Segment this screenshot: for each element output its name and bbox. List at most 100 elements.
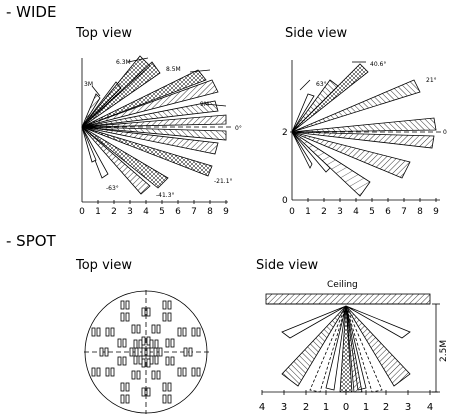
wide-top-beam — [81, 100, 219, 128]
wide-top-dimension — [91, 85, 101, 97]
tick-label: 7 — [191, 207, 197, 217]
wide-side-annotation-0: 0 — [443, 129, 447, 136]
spot-zone — [162, 312, 172, 322]
tick-label: 5 — [159, 207, 165, 217]
wide-side-dimension — [299, 79, 311, 91]
spot-zone — [141, 347, 151, 357]
tick-label: 0 — [289, 207, 295, 217]
y-tick-label: 2 — [282, 128, 288, 138]
spot-zone — [131, 370, 141, 380]
wide-top-annotation-9m: 9M — [200, 101, 209, 108]
tick-label: 9 — [433, 207, 439, 217]
wide-side-beam — [291, 131, 435, 149]
tick-label: 4 — [427, 402, 433, 413]
y-tick-label: 0 — [282, 196, 288, 206]
spot-top-view-label: Top view — [76, 258, 133, 273]
spot-zone — [162, 300, 172, 310]
wide-top-beam — [81, 126, 219, 155]
tick-label: 8 — [207, 207, 213, 217]
wide-top-beam — [81, 114, 227, 128]
wide-top-annotation-neg21: -21.1° — [214, 178, 233, 185]
tick-label: 8 — [417, 207, 423, 217]
wide-top-beam — [81, 126, 97, 163]
wide-side-beam — [291, 93, 315, 133]
spot-side-beam — [325, 305, 347, 391]
wide-top-beam — [81, 79, 219, 128]
spot-zone — [120, 312, 130, 322]
tick-label: 0 — [79, 207, 85, 217]
tick-label: 2 — [111, 207, 117, 217]
spot-zone — [151, 370, 161, 380]
wide-top-annotation-0deg: 0° — [235, 125, 242, 132]
spot-zone — [131, 324, 141, 334]
wide-side-annotations: 40.6° 63° 21° 0 — [316, 61, 447, 136]
wide-top-annotation-8-5m: 8.5M — [166, 66, 181, 73]
spot-zone — [183, 347, 193, 357]
spot-side-x-ticks: 4 3 2 1 0 1 2 3 4 — [259, 402, 433, 413]
spot-zone — [162, 394, 172, 404]
tick-label: 0 — [343, 402, 349, 413]
spot-zone — [177, 327, 187, 337]
tick-label: 6 — [385, 207, 391, 217]
wide-top-beam — [81, 126, 151, 195]
wide-top-annotation-neg41: -41.3° — [156, 192, 175, 199]
wide-side-annotation-63: 63° — [316, 81, 327, 88]
tick-label: 1 — [363, 402, 369, 413]
spot-side-beam — [281, 305, 347, 387]
tick-label: 4 — [353, 207, 359, 217]
spot-top-view — [84, 290, 210, 414]
tick-label: 2 — [383, 402, 389, 413]
wide-top-dimension — [204, 103, 227, 107]
tick-label: 1 — [323, 402, 329, 413]
tick-label: 2 — [303, 402, 309, 413]
wide-top-dimension — [189, 69, 211, 73]
tick-label: 5 — [369, 207, 375, 217]
tick-label: 3 — [127, 207, 133, 217]
spot-zone — [133, 355, 143, 365]
wide-side-x-ticks: 0 1 2 3 4 5 6 7 8 9 — [289, 207, 439, 217]
spot-side-tick-marks — [261, 390, 431, 395]
spot-zone — [149, 355, 159, 365]
wide-top-beam — [81, 93, 101, 128]
spot-side-beam — [345, 305, 411, 387]
wide-top-annotations: 3M 6.3M 8.5M 9M 0° -63° -41.3° -21.1° — [84, 59, 242, 199]
wide-side-beam — [291, 131, 331, 173]
spot-zone — [99, 347, 109, 357]
wide-side-annotation-21: 21° — [426, 77, 437, 84]
spot-side-beam — [345, 305, 363, 393]
wide-top-beam — [81, 61, 161, 128]
spot-zone — [91, 327, 101, 337]
wide-side-beam — [291, 131, 313, 169]
spot-zone — [165, 338, 175, 348]
wide-top-dimension — [127, 57, 149, 63]
spot-side-beam — [345, 305, 383, 393]
spot-zone — [191, 367, 201, 377]
spot-side-labels: Ceiling 2.5M — [327, 280, 449, 362]
spot-zone — [105, 327, 115, 337]
tick-label: 7 — [401, 207, 407, 217]
spot-zone — [120, 394, 130, 404]
wide-top-x-ticks: 0 1 2 3 4 5 6 7 8 9 — [79, 207, 229, 217]
wide-side-view-label: Side view — [285, 26, 348, 41]
wide-top-annotation-6-3m: 6.3M — [116, 59, 131, 66]
tick-label: 6 — [175, 207, 181, 217]
spot-zone — [117, 356, 127, 366]
spot-zone — [162, 382, 172, 392]
wide-top-annotation-neg63: -63° — [106, 185, 119, 192]
wide-top-beam — [81, 126, 169, 189]
spot-zone — [133, 339, 143, 349]
wide-side-annotation-40-6: 40.6° — [370, 61, 386, 68]
tick-label: 1 — [95, 207, 101, 217]
spot-side-beam — [309, 305, 347, 393]
spot-zone — [151, 324, 161, 334]
spot-section-title: - SPOT — [6, 232, 56, 250]
spot-zone — [141, 307, 151, 317]
ceiling-label: Ceiling — [327, 280, 358, 290]
wide-side-y-ticks: 2 0 — [282, 128, 288, 206]
tick-label: 3 — [281, 402, 287, 413]
wide-side-beam — [291, 131, 411, 179]
spot-zone — [120, 300, 130, 310]
spot-zone — [141, 387, 151, 397]
tick-label: 2 — [321, 207, 327, 217]
